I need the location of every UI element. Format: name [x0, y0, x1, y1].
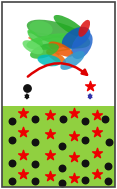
Point: [73, 112, 75, 115]
Point: [96, 152, 98, 155]
Point: [96, 131, 98, 134]
Ellipse shape: [30, 43, 59, 59]
Point: [22, 153, 24, 156]
Point: [89, 84, 91, 88]
Point: [96, 114, 98, 117]
Ellipse shape: [71, 32, 93, 59]
Bar: [2, 106, 115, 187]
Point: [107, 180, 109, 183]
Point: [11, 161, 13, 164]
Point: [84, 138, 86, 141]
Point: [49, 153, 51, 156]
Ellipse shape: [27, 30, 43, 46]
FancyArrowPatch shape: [28, 63, 87, 77]
Point: [84, 119, 86, 122]
Ellipse shape: [23, 40, 43, 54]
Ellipse shape: [48, 41, 73, 57]
Point: [96, 172, 98, 175]
Ellipse shape: [26, 33, 79, 50]
Point: [49, 114, 51, 117]
Point: [11, 119, 13, 122]
Ellipse shape: [62, 27, 90, 49]
Point: [108, 140, 110, 143]
Point: [26, 86, 28, 89]
Point: [61, 182, 63, 185]
Point: [73, 176, 75, 179]
Ellipse shape: [78, 20, 90, 37]
Point: [61, 167, 63, 170]
Point: [34, 140, 36, 143]
Ellipse shape: [60, 51, 85, 70]
Point: [11, 138, 13, 141]
Point: [73, 135, 75, 138]
Point: [84, 161, 86, 164]
Ellipse shape: [54, 15, 87, 38]
Point: [22, 172, 24, 175]
Point: [49, 174, 51, 177]
Point: [107, 165, 109, 168]
Point: [61, 144, 63, 147]
Point: [22, 112, 24, 115]
Point: [62, 118, 64, 121]
Point: [11, 180, 13, 183]
Point: [22, 131, 24, 134]
Ellipse shape: [46, 49, 66, 64]
Point: [34, 163, 36, 166]
Point: [73, 155, 75, 158]
Point: [49, 133, 51, 136]
Point: [34, 180, 36, 183]
Point: [84, 178, 86, 181]
Point: [34, 118, 36, 121]
Ellipse shape: [37, 55, 61, 66]
Point: [104, 118, 106, 121]
Ellipse shape: [29, 21, 53, 36]
Ellipse shape: [27, 20, 90, 48]
